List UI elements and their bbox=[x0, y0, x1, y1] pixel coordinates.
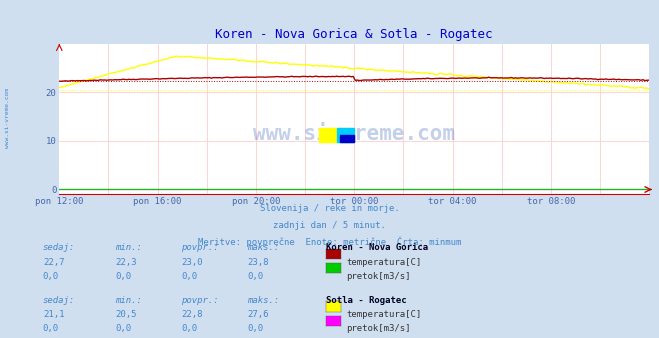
Text: 23,8: 23,8 bbox=[247, 258, 269, 267]
Text: Meritve: povprečne  Enote: metrične  Črta: minmum: Meritve: povprečne Enote: metrične Črta:… bbox=[198, 237, 461, 247]
Text: 0,0: 0,0 bbox=[43, 324, 59, 333]
Text: 22,8: 22,8 bbox=[181, 310, 203, 319]
Text: maks.:: maks.: bbox=[247, 243, 279, 252]
Text: Sotla - Rogatec: Sotla - Rogatec bbox=[326, 296, 407, 305]
Bar bbox=[340, 135, 355, 142]
Text: 0,0: 0,0 bbox=[181, 324, 197, 333]
Text: maks.:: maks.: bbox=[247, 296, 279, 305]
Text: 0,0: 0,0 bbox=[115, 272, 131, 281]
Text: Slovenija / reke in morje.: Slovenija / reke in morje. bbox=[260, 204, 399, 214]
Text: 0,0: 0,0 bbox=[43, 272, 59, 281]
Text: povpr.:: povpr.: bbox=[181, 296, 219, 305]
Text: www.si-vreme.com: www.si-vreme.com bbox=[253, 124, 455, 144]
Bar bbox=[337, 128, 355, 142]
Text: pretok[m3/s]: pretok[m3/s] bbox=[346, 324, 411, 333]
Text: 0,0: 0,0 bbox=[115, 324, 131, 333]
Text: www.si-vreme.com: www.si-vreme.com bbox=[5, 88, 11, 148]
Text: temperatura[C]: temperatura[C] bbox=[346, 258, 421, 267]
Text: 0,0: 0,0 bbox=[247, 272, 263, 281]
Text: 22,7: 22,7 bbox=[43, 258, 65, 267]
Text: 0,0: 0,0 bbox=[181, 272, 197, 281]
Text: 20,5: 20,5 bbox=[115, 310, 137, 319]
Text: 27,6: 27,6 bbox=[247, 310, 269, 319]
Text: pretok[m3/s]: pretok[m3/s] bbox=[346, 272, 411, 281]
Text: 23,0: 23,0 bbox=[181, 258, 203, 267]
Bar bbox=[319, 128, 355, 142]
Text: min.:: min.: bbox=[115, 243, 142, 252]
Text: 0,0: 0,0 bbox=[247, 324, 263, 333]
Title: Koren - Nova Gorica & Sotla - Rogatec: Koren - Nova Gorica & Sotla - Rogatec bbox=[215, 28, 493, 41]
Text: sedaj:: sedaj: bbox=[43, 243, 75, 252]
Text: zadnji dan / 5 minut.: zadnji dan / 5 minut. bbox=[273, 221, 386, 230]
Text: sedaj:: sedaj: bbox=[43, 296, 75, 305]
Text: 21,1: 21,1 bbox=[43, 310, 65, 319]
Text: Koren - Nova Gorica: Koren - Nova Gorica bbox=[326, 243, 428, 252]
Text: 22,3: 22,3 bbox=[115, 258, 137, 267]
Text: min.:: min.: bbox=[115, 296, 142, 305]
Text: povpr.:: povpr.: bbox=[181, 243, 219, 252]
Text: temperatura[C]: temperatura[C] bbox=[346, 310, 421, 319]
